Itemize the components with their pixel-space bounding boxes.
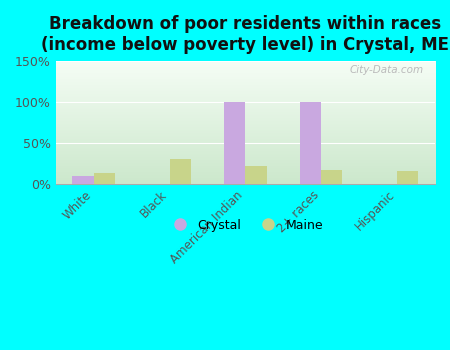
Bar bbox=[300, 102, 321, 184]
Bar bbox=[72, 176, 94, 184]
Bar bbox=[397, 171, 418, 184]
Bar bbox=[170, 159, 191, 184]
Bar bbox=[321, 170, 342, 184]
Title: Breakdown of poor residents within races
(income below poverty level) in Crystal: Breakdown of poor residents within races… bbox=[41, 15, 450, 54]
Bar bbox=[94, 173, 115, 184]
Bar bbox=[224, 102, 245, 184]
Bar bbox=[245, 166, 266, 184]
Legend: Crystal, Maine: Crystal, Maine bbox=[162, 214, 328, 237]
Text: City-Data.com: City-Data.com bbox=[350, 65, 423, 75]
